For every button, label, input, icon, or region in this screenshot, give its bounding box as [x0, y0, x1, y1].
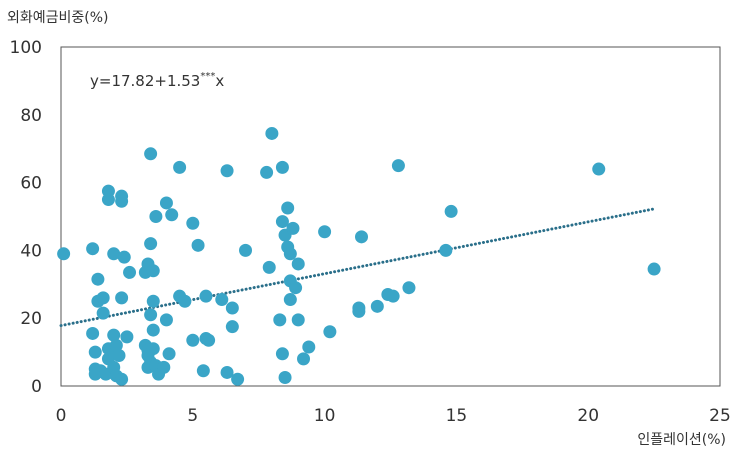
data-point — [159, 313, 173, 327]
data-point — [265, 126, 279, 140]
data-point — [281, 201, 295, 215]
data-point — [173, 160, 187, 174]
data-point — [86, 326, 100, 340]
x-tick-label: 20 — [577, 406, 599, 426]
data-point — [149, 210, 163, 223]
data-point — [275, 215, 289, 229]
data-point — [199, 289, 213, 303]
data-point — [262, 260, 276, 274]
data-point — [109, 338, 123, 352]
data-point — [146, 323, 160, 337]
data-point — [231, 372, 245, 386]
y-tick-label: 0 — [31, 377, 42, 397]
y-tick-label: 40 — [20, 241, 42, 261]
data-point — [647, 262, 661, 276]
data-point — [117, 250, 131, 264]
data-point — [291, 313, 305, 327]
regression-equation: y=17.82+1.53***x — [90, 71, 224, 90]
data-point — [286, 221, 300, 235]
data-point — [162, 347, 176, 361]
data-point — [215, 293, 229, 307]
data-point — [273, 313, 287, 327]
data-point — [391, 159, 405, 173]
x-tick-label: 15 — [446, 406, 468, 426]
data-point — [186, 333, 200, 347]
data-point — [144, 308, 158, 322]
x-tick-labels: 0 5 10 15 20 25 — [56, 406, 731, 426]
y-tick-label: 80 — [20, 106, 42, 126]
data-point — [123, 265, 137, 279]
data-point — [444, 204, 458, 218]
data-point — [115, 372, 129, 386]
data-point — [202, 333, 216, 347]
data-point — [86, 242, 100, 256]
points-group — [57, 126, 661, 386]
data-point — [355, 230, 369, 244]
data-point — [88, 345, 102, 359]
data-point — [439, 243, 453, 257]
data-point — [146, 294, 160, 308]
trendline — [59, 207, 656, 328]
data-point — [96, 291, 110, 305]
equation-main: y=17.82+1.53 — [90, 72, 200, 90]
data-point — [386, 289, 400, 303]
x-tick-label: 25 — [709, 406, 731, 426]
equation-suffix: x — [215, 72, 224, 90]
y-tick-labels: 0 20 40 60 80 100 — [10, 38, 42, 397]
data-point — [191, 238, 205, 252]
data-point — [239, 243, 253, 257]
x-tick-label: 5 — [187, 406, 198, 426]
x-tick-label: 0 — [56, 406, 67, 426]
data-point — [107, 247, 121, 261]
data-point — [318, 225, 332, 239]
data-point — [291, 257, 305, 271]
data-point — [144, 147, 158, 161]
x-tick-label: 10 — [314, 406, 336, 426]
data-point — [225, 320, 239, 334]
data-point — [115, 194, 129, 208]
plot-frame — [60, 46, 721, 387]
data-point — [283, 247, 297, 261]
data-point — [146, 264, 160, 278]
data-point — [144, 237, 158, 251]
data-point — [352, 304, 366, 318]
data-point — [196, 364, 210, 378]
data-point — [370, 299, 384, 313]
y-axis-title: 외화예금비중(%) — [7, 10, 109, 26]
x-axis-title: 인플레이션(%) — [637, 432, 726, 448]
data-point — [178, 294, 192, 308]
data-point — [297, 352, 311, 366]
y-tick-label: 100 — [10, 38, 42, 58]
data-point — [275, 160, 289, 174]
data-point — [220, 164, 234, 178]
data-point — [220, 365, 234, 379]
data-point — [592, 162, 606, 176]
data-point — [225, 301, 239, 315]
data-point — [278, 371, 292, 385]
data-point — [402, 281, 416, 295]
data-point — [107, 328, 121, 342]
data-point — [302, 340, 316, 354]
data-point — [57, 247, 71, 261]
data-point — [96, 306, 110, 320]
data-point — [112, 348, 126, 362]
data-point — [289, 281, 303, 295]
data-point — [120, 330, 134, 344]
data-point — [260, 165, 274, 179]
data-point — [157, 360, 171, 374]
data-point — [91, 272, 105, 286]
y-tick-label: 60 — [20, 174, 42, 194]
data-point — [101, 193, 115, 207]
data-point — [165, 208, 179, 222]
trendline-group — [59, 207, 656, 328]
y-tick-label: 20 — [20, 309, 42, 329]
data-point — [283, 293, 297, 307]
data-point — [159, 196, 173, 210]
data-point — [275, 347, 289, 361]
data-point — [115, 291, 129, 305]
data-point — [323, 325, 337, 339]
data-point — [186, 216, 200, 230]
equation-significance: *** — [200, 71, 215, 82]
